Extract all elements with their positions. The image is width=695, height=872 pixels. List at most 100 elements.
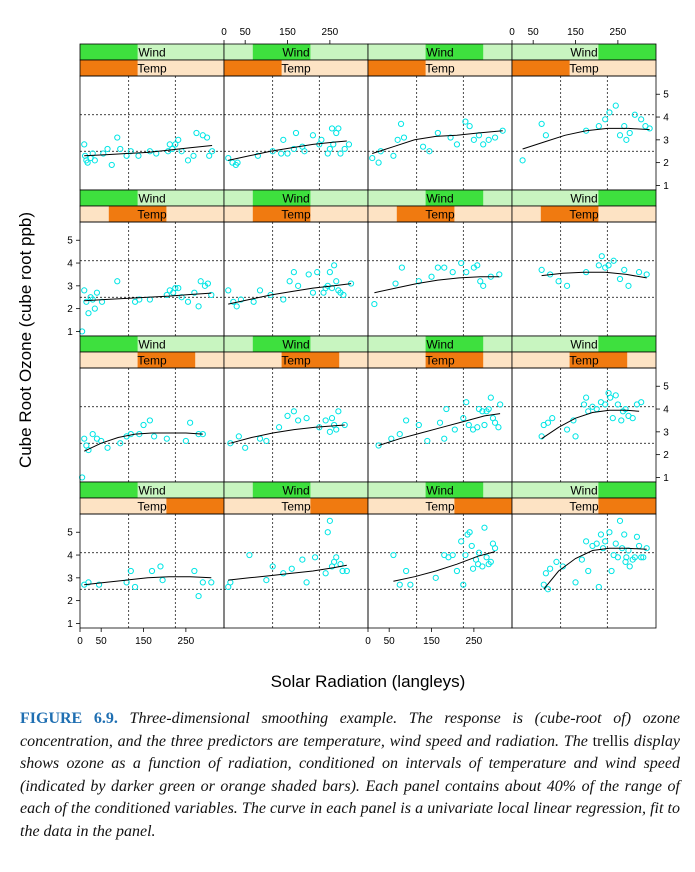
data-point: [593, 405, 600, 413]
data-point: [643, 271, 650, 278]
data-point: [614, 401, 621, 408]
data-point: [333, 278, 340, 285]
smooth-curve: [522, 127, 650, 150]
caption-text-1: Three-dimensional smoothing example. The…: [20, 710, 680, 750]
panel-r1c2: [223, 75, 369, 191]
data-point: [81, 287, 88, 294]
data-point: [230, 298, 237, 305]
data-point: [544, 419, 552, 426]
data-point: [335, 125, 342, 132]
caption-text-2: display shows ozone as a function of rad…: [20, 732, 681, 840]
data-point: [157, 563, 164, 570]
data-point: [284, 412, 291, 419]
data-point: [400, 134, 408, 141]
data-point: [583, 394, 590, 401]
data-point: [335, 408, 342, 415]
data-point: [463, 269, 470, 276]
data-point: [595, 123, 602, 130]
y-axis-label: Cube Root Ozone (cube root ppb): [16, 212, 35, 468]
data-point: [424, 437, 431, 445]
wind-strip-r2c2-label: Wind: [282, 192, 309, 206]
data-point: [91, 157, 98, 164]
data-point: [89, 296, 96, 303]
data-point: [314, 269, 321, 276]
x-tick-label-bottom: 0: [365, 636, 371, 647]
data-point: [163, 291, 170, 299]
panel-r4c1: [79, 513, 225, 629]
data-point: [403, 417, 410, 424]
panel-r1c4: [511, 75, 657, 191]
data-point: [441, 264, 448, 271]
data-point: [419, 143, 427, 150]
data-point: [280, 136, 287, 143]
data-point: [280, 570, 287, 577]
data-point: [135, 152, 142, 159]
panel-border: [223, 221, 369, 337]
data-point: [159, 577, 166, 584]
y-tick-label-left: 4: [67, 551, 73, 562]
temp-strip-r3c2-shade: [281, 352, 340, 368]
smooth-curve: [228, 283, 352, 305]
y-tick-label-left: 5: [67, 236, 73, 247]
data-point: [481, 524, 488, 531]
wind-strip-r4c1-shade: [80, 482, 138, 498]
data-point: [626, 129, 633, 137]
data-point: [563, 426, 571, 433]
data-point: [495, 424, 502, 431]
data-point: [163, 435, 170, 442]
data-point: [375, 159, 382, 166]
data-point: [146, 148, 153, 155]
panel-border: [511, 221, 657, 337]
data-point: [447, 134, 454, 141]
temp-strip-r1c1-shade: [80, 60, 138, 76]
panel-r1c1: [79, 75, 225, 191]
wind-strip-r3c2-label: Wind: [282, 338, 309, 352]
wind-strip-r2c2-shade: [252, 190, 311, 206]
wind-strip-r4c3-label: Wind: [426, 484, 453, 498]
data-point: [415, 421, 422, 429]
data-point: [466, 123, 473, 130]
smooth-curve: [228, 564, 347, 581]
data-point: [256, 435, 264, 442]
data-point: [331, 262, 338, 269]
data-point: [303, 579, 310, 586]
data-point: [242, 444, 249, 451]
data-point: [612, 540, 619, 547]
panel-border: [79, 367, 225, 483]
temp-strip-r1c4-label: Temp: [569, 62, 599, 76]
panel-r1c3: [367, 75, 513, 191]
x-tick-label-top: 0: [509, 27, 515, 38]
panel-r3c4: [511, 367, 657, 483]
data-point: [206, 152, 213, 159]
data-point: [256, 287, 264, 294]
temp-strip-r2c4-shade: [540, 206, 599, 222]
data-point: [254, 152, 261, 159]
data-point: [491, 545, 499, 552]
data-point: [466, 529, 473, 536]
smooth-curve: [541, 271, 647, 279]
x-tick-label-top: 50: [240, 27, 252, 38]
data-point: [480, 141, 487, 148]
data-point: [81, 435, 88, 442]
temp-strip-r3c1-shade: [137, 352, 196, 368]
data-point: [175, 285, 182, 292]
data-point: [127, 567, 134, 575]
temp-strip-r2c3-label: Temp: [425, 208, 455, 222]
data-point: [606, 529, 613, 536]
data-point: [432, 574, 439, 581]
data-point: [643, 545, 650, 552]
data-point: [595, 583, 602, 591]
data-point: [305, 271, 312, 278]
y-tick-label-right: 5: [663, 90, 669, 101]
wind-strip-r1c2-label: Wind: [282, 46, 309, 60]
data-point: [621, 531, 628, 538]
data-point: [85, 579, 92, 586]
data-point: [190, 152, 197, 159]
wind-strip-r3c2-shade: [252, 336, 311, 352]
data-point: [326, 517, 333, 524]
wind-strip-r1c3-shade: [425, 44, 484, 60]
data-point: [460, 415, 467, 422]
temp-strip-r1c2-label: Temp: [281, 62, 311, 76]
x-tick-label-bottom: 150: [423, 636, 440, 647]
data-point: [295, 417, 302, 424]
